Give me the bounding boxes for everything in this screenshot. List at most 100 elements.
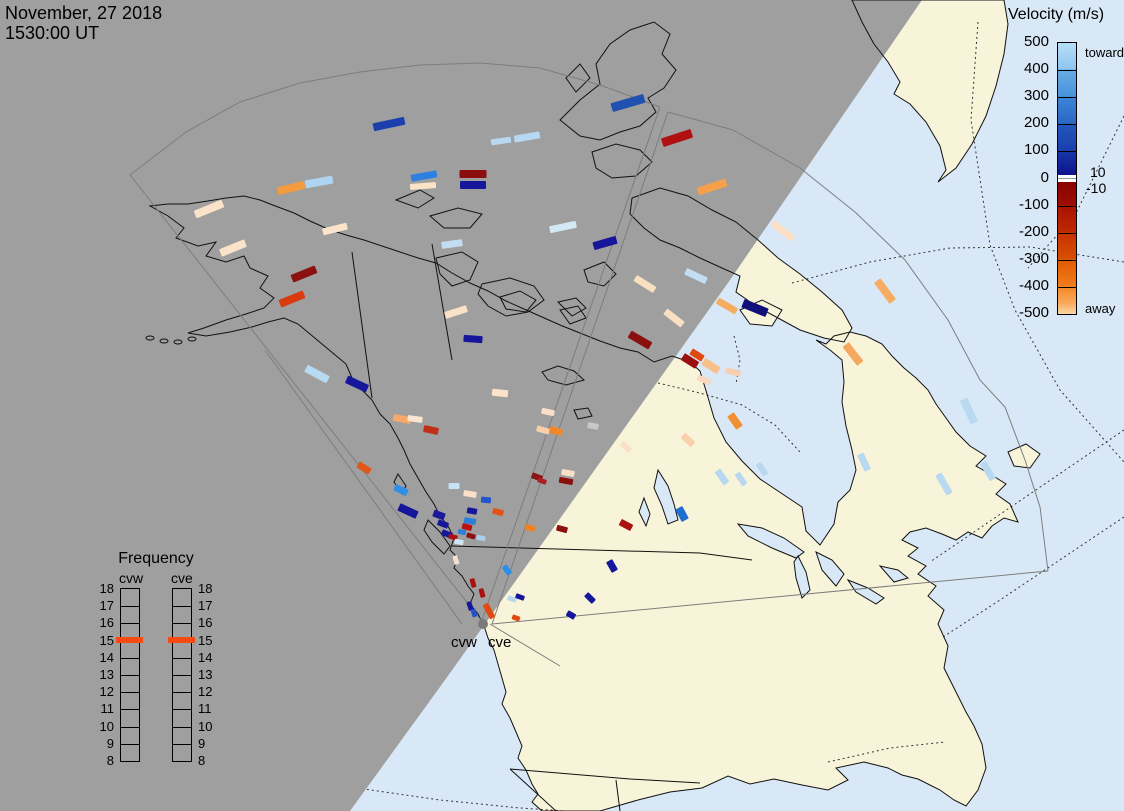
velocity-vector — [515, 593, 525, 601]
velocity-zero-line — [1058, 178, 1076, 179]
frequency-cell-line — [121, 709, 139, 710]
velocity-vector — [725, 367, 741, 377]
velocity-vector — [606, 559, 618, 573]
coastline-outlines — [145, 0, 1041, 811]
velocity-vector — [444, 305, 468, 319]
velocity-vector — [469, 578, 477, 588]
velocity-vector — [960, 397, 978, 425]
frequency-cell-line — [121, 744, 139, 745]
velocity-vector — [549, 426, 563, 436]
velocity-vector — [454, 538, 464, 546]
frequency-tick-label: 8 — [106, 753, 114, 768]
time-label: 1530:00 UT — [5, 23, 100, 43]
frequency-tick-label: 14 — [198, 649, 213, 665]
velocity-vector — [304, 175, 334, 189]
velocity-tick-label: 100 — [1023, 141, 1049, 159]
velocity-vector — [461, 523, 473, 531]
velocity-vector — [409, 182, 437, 190]
velocity-colorbar-tickline — [1058, 97, 1076, 98]
velocity-vector — [219, 239, 247, 257]
velocity-vector — [392, 414, 412, 424]
velocity-vector — [410, 170, 438, 182]
velocity-vector — [448, 483, 460, 489]
frequency-cell-line — [173, 744, 191, 745]
night-terminator-shade — [0, 0, 922, 811]
frequency-cell-line — [121, 692, 139, 693]
frequency-cell-line — [173, 709, 191, 710]
frequency-tick-label: 16 — [99, 615, 114, 631]
frequency-tick-label: 15 — [198, 632, 213, 648]
velocity-vector — [457, 529, 467, 535]
velocity-vector — [689, 348, 705, 362]
frequency-legend-title: Frequency — [118, 550, 194, 567]
radar-site-dot — [478, 619, 488, 629]
velocity-tick-label: -100 — [1018, 195, 1049, 213]
frequency-tick-label: 18 — [198, 581, 213, 596]
velocity-vector — [397, 503, 419, 519]
frequency-tick-label: 17 — [198, 598, 213, 614]
velocity-vector — [460, 181, 486, 189]
velocity-vector — [771, 220, 795, 242]
velocity-vector — [476, 534, 486, 542]
frequency-active-marker — [168, 636, 195, 643]
velocity-vector — [716, 297, 738, 315]
velocity-vector — [304, 364, 330, 384]
velocity-vector — [513, 131, 541, 143]
velocity-vector — [278, 290, 306, 308]
velocity-colorbar-tickline — [1058, 124, 1076, 125]
velocity-vector — [874, 278, 896, 304]
velocity-vector — [322, 222, 348, 236]
velocity-legend-title: Velocity (m/s) — [1008, 6, 1105, 23]
velocity-vector — [478, 588, 486, 598]
velocity-vector — [463, 490, 477, 498]
velocity-vector — [842, 342, 864, 366]
frequency-tick-label: 12 — [99, 684, 114, 700]
velocity-tick-label: -300 — [1018, 249, 1049, 267]
velocity-vector — [482, 602, 496, 620]
velocity-vector — [537, 477, 547, 485]
political-borders — [351, 243, 753, 811]
frequency-tick-label: 17 — [99, 598, 114, 614]
velocity-colorbar-tickline — [1058, 151, 1076, 152]
velocity-vector — [393, 484, 409, 496]
radar-fov-boundaries — [129, 62, 1049, 667]
toward-label: toward — [1085, 45, 1124, 60]
frequency-cell-line — [121, 727, 139, 728]
velocity-vector — [592, 236, 618, 250]
velocity-colorbar-tickline — [1058, 70, 1076, 71]
velocity-vector — [610, 94, 646, 112]
velocity-vector — [549, 220, 577, 234]
velocity-vector — [541, 407, 555, 417]
velocity-colorbar-tickline — [1058, 233, 1076, 234]
threshold-upper-label: 10 — [1090, 164, 1106, 180]
velocity-vector — [696, 374, 712, 386]
velocity-vector — [466, 532, 476, 540]
frequency-tick-label: 10 — [99, 718, 114, 734]
velocity-vector — [627, 330, 653, 350]
frequency-column — [172, 588, 192, 762]
velocity-zero-band — [1058, 175, 1076, 182]
velocity-vector — [696, 178, 728, 196]
velocity-tick-label: -400 — [1018, 276, 1049, 294]
frequency-active-marker — [116, 636, 143, 643]
velocity-vector — [584, 592, 596, 604]
frequency-cell-line — [173, 727, 191, 728]
velocity-vector — [463, 517, 477, 525]
velocity-vector — [466, 601, 474, 611]
velocity-colorbar-tickline — [1058, 260, 1076, 261]
frequency-cell-line — [121, 606, 139, 607]
velocity-vector — [463, 334, 483, 344]
velocity-vector — [466, 507, 478, 515]
velocity-vector — [536, 425, 550, 435]
away-label: away — [1085, 301, 1116, 316]
velocity-vector — [556, 524, 568, 534]
timestamp-block: November, 27 2018 1530:00 UT — [5, 3, 162, 43]
frequency-tick-label: 11 — [100, 701, 115, 717]
frequency-tick-label: 14 — [99, 649, 114, 665]
frequency-tick-label: 11 — [198, 701, 212, 717]
frequency-cell-line — [173, 606, 191, 607]
velocity-vector — [423, 425, 439, 435]
velocity-vector — [290, 265, 318, 283]
